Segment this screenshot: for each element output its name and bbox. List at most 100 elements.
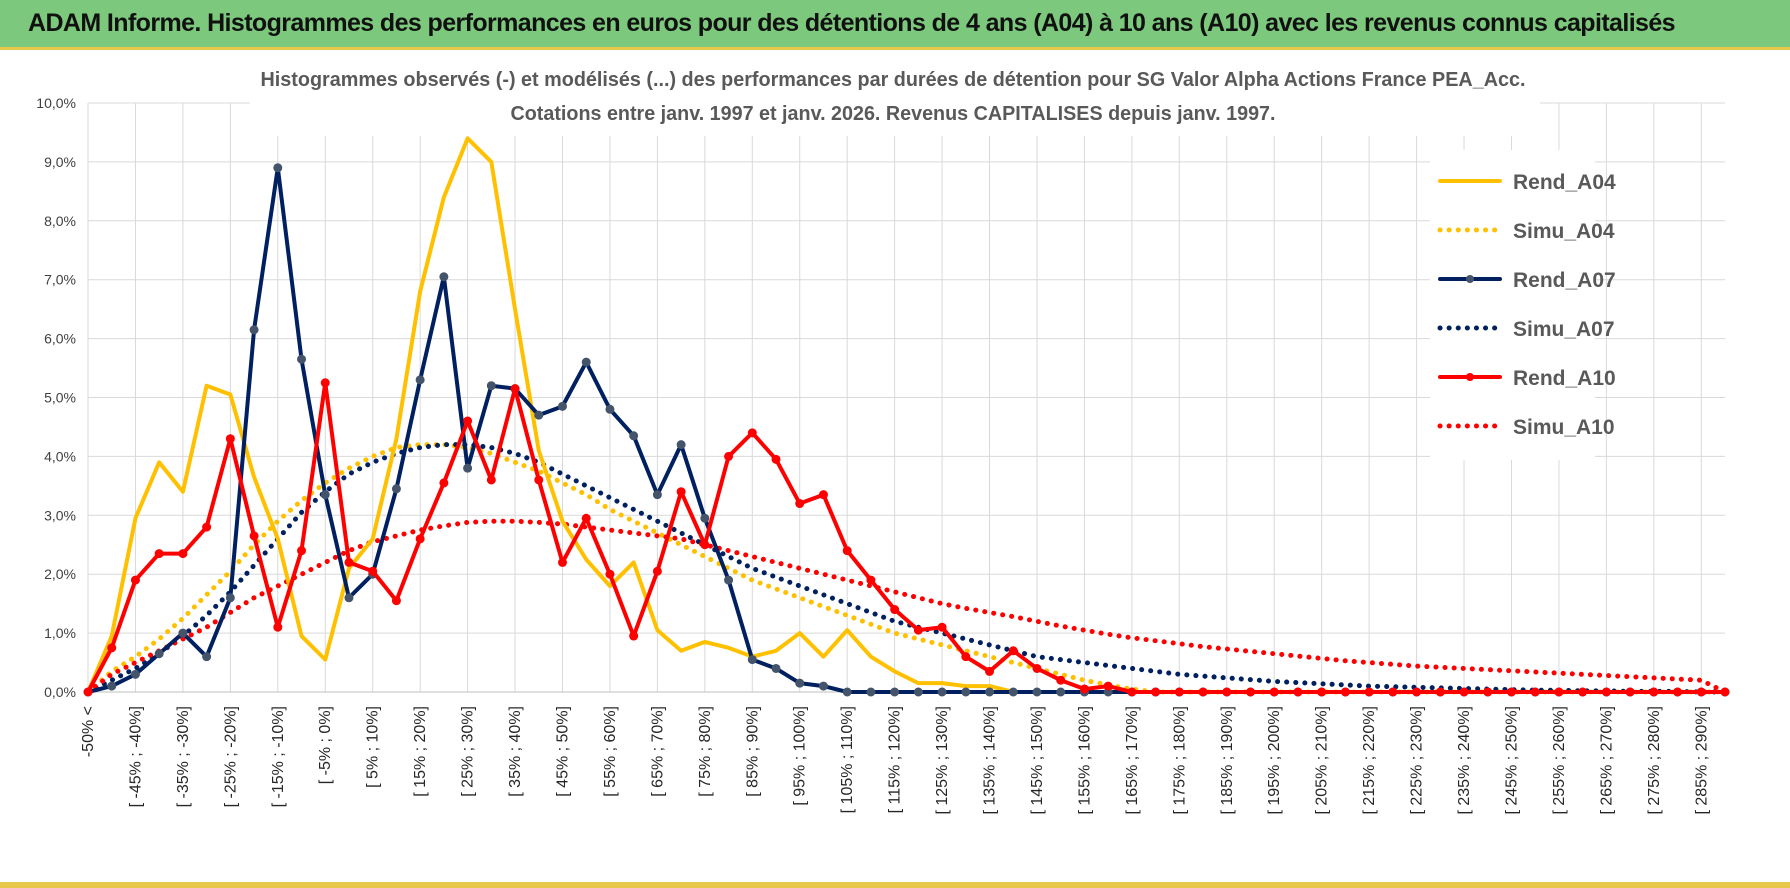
x-tick-label: [ 205% ; 210%] — [1314, 706, 1331, 815]
series-point-rend-a10 — [1673, 687, 1683, 697]
x-tick-label: [ 15% ; 20%] — [412, 706, 429, 797]
x-tick-label: [ 175% ; 180%] — [1171, 706, 1188, 815]
x-tick-label: [ 275% ; 280%] — [1646, 706, 1663, 815]
series-point-rend-a10 — [1340, 687, 1350, 697]
series-point-rend-a07 — [866, 687, 876, 697]
x-tick-label: [ 115% ; 120%] — [887, 706, 904, 813]
series-line-simu-a07 — [85, 442, 1728, 695]
series-point-rend-a10 — [320, 378, 330, 388]
series-point-rend-a10 — [83, 687, 93, 697]
series-point-rend-a10 — [1174, 687, 1184, 697]
series-point-rend-a07 — [937, 687, 947, 697]
series-point-rend-a10 — [818, 490, 828, 500]
x-tick-label: [ 5% ; 10%] — [365, 706, 382, 788]
series-point-rend-a10 — [557, 557, 567, 567]
series-point-rend-a10 — [1222, 687, 1232, 697]
header-bar: ADAM Informe. Histogrammes des performan… — [0, 0, 1790, 50]
series-point-rend-a10 — [1649, 687, 1659, 697]
legend-label-simu-a10: Simu_A10 — [1513, 416, 1615, 439]
x-tick-label: [ 245% ; 250%] — [1503, 706, 1520, 815]
series-point-rend-a07 — [985, 687, 995, 697]
y-tick-label: 5,0% — [44, 390, 76, 406]
series-point-rend-a10 — [842, 546, 852, 556]
series-point-rend-a07 — [629, 431, 639, 441]
page-title: ADAM Informe. Histogrammes des performan… — [28, 9, 1676, 37]
x-tick-label: [ -15% ; -10%] — [270, 706, 287, 807]
series-point-rend-a10 — [1056, 675, 1066, 685]
series-point-rend-a07 — [700, 513, 710, 523]
series-point-rend-a10 — [795, 499, 805, 509]
x-tick-label: [ 45% ; 50%] — [554, 706, 571, 797]
series-point-rend-a07 — [1008, 687, 1018, 697]
series-point-rend-a10 — [1696, 687, 1706, 697]
series-point-rend-a07 — [154, 649, 164, 659]
series-point-rend-a07 — [890, 687, 900, 697]
series-point-rend-a07 — [818, 681, 828, 691]
legend-label-rend-a10: Rend_A10 — [1513, 367, 1616, 390]
x-tick-label: [ 255% ; 260%] — [1551, 706, 1568, 815]
series-point-rend-a10 — [154, 549, 164, 559]
series-point-rend-a10 — [202, 522, 212, 532]
x-tick-label: [ 155% ; 160%] — [1076, 706, 1093, 815]
series-point-rend-a10 — [961, 652, 971, 662]
series-point-rend-a07 — [581, 357, 591, 367]
x-tick-label: [ -25% ; -20%] — [222, 706, 239, 807]
y-tick-label: 8,0% — [44, 213, 76, 229]
series-point-rend-a07 — [605, 404, 615, 414]
x-tick-label: [ 75% ; 80%] — [697, 706, 714, 797]
series-point-rend-a10 — [1530, 687, 1540, 697]
series-point-rend-a10 — [368, 566, 378, 576]
series-point-rend-a10 — [534, 475, 544, 485]
x-tick-label: [ 265% ; 270%] — [1598, 706, 1615, 815]
series-point-rend-a07 — [320, 490, 330, 500]
x-tick-label: [ 215% ; 220%] — [1361, 706, 1378, 815]
series-point-rend-a10 — [1578, 687, 1588, 697]
y-tick-label: 9,0% — [44, 154, 76, 170]
series-point-rend-a07 — [1056, 687, 1066, 697]
legend-label-rend-a07: Rend_A07 — [1513, 269, 1616, 292]
x-tick-label: [ -35% ; -30%] — [175, 706, 192, 807]
x-tick-label: [ 35% ; 40%] — [507, 706, 524, 797]
series-point-rend-a10 — [1293, 687, 1303, 697]
series-point-rend-a10 — [225, 434, 235, 444]
series-point-rend-a10 — [866, 575, 876, 585]
series-point-rend-a10 — [344, 557, 354, 567]
series-line-simu-a04 — [85, 442, 1728, 695]
series-point-rend-a10 — [1127, 687, 1137, 697]
series-point-rend-a10 — [1198, 687, 1208, 697]
series-point-rend-a10 — [178, 549, 188, 559]
series-point-rend-a10 — [510, 384, 520, 394]
series-point-rend-a10 — [1720, 687, 1730, 697]
series-point-rend-a10 — [652, 566, 662, 576]
series-point-rend-a10 — [1008, 646, 1018, 656]
series-point-rend-a07 — [273, 163, 283, 173]
x-tick-label: [ 195% ; 200%] — [1266, 706, 1283, 815]
series-point-rend-a10 — [415, 534, 425, 544]
series-point-rend-a10 — [1625, 687, 1635, 697]
series-point-rend-a07 — [391, 484, 401, 494]
series-point-rend-a10 — [1554, 687, 1564, 697]
series-line-simu-a10 — [85, 518, 1728, 695]
series-point-rend-a10 — [1246, 687, 1256, 697]
x-tick-label: [ 225% ; 230%] — [1409, 706, 1426, 815]
series-point-rend-a10 — [1388, 687, 1398, 697]
series-point-rend-a07 — [415, 375, 425, 385]
series-point-rend-a07 — [771, 663, 781, 673]
x-tick-label: [ 145% ; 150%] — [1029, 706, 1046, 815]
series-point-rend-a07 — [486, 381, 496, 391]
x-tick-label: [ 105% ; 110%] — [839, 706, 856, 813]
series-point-rend-a07 — [747, 655, 757, 665]
series-point-rend-a07 — [225, 593, 235, 603]
series-point-rend-a10 — [273, 622, 283, 632]
series-point-rend-a10 — [1412, 687, 1422, 697]
series-point-rend-a10 — [605, 569, 615, 579]
x-tick-label: [ 285% ; 290%] — [1693, 706, 1710, 815]
x-tick-label: [ -45% ; -40%] — [127, 706, 144, 807]
series-point-rend-a10 — [1601, 687, 1611, 697]
series-line-rend-a10 — [86, 380, 1727, 694]
series-point-rend-a07 — [107, 681, 117, 691]
series-point-rend-a10 — [890, 605, 900, 615]
bottom-border — [0, 882, 1790, 888]
series-point-rend-a10 — [1506, 687, 1516, 697]
series-point-rend-a10 — [1151, 687, 1161, 697]
